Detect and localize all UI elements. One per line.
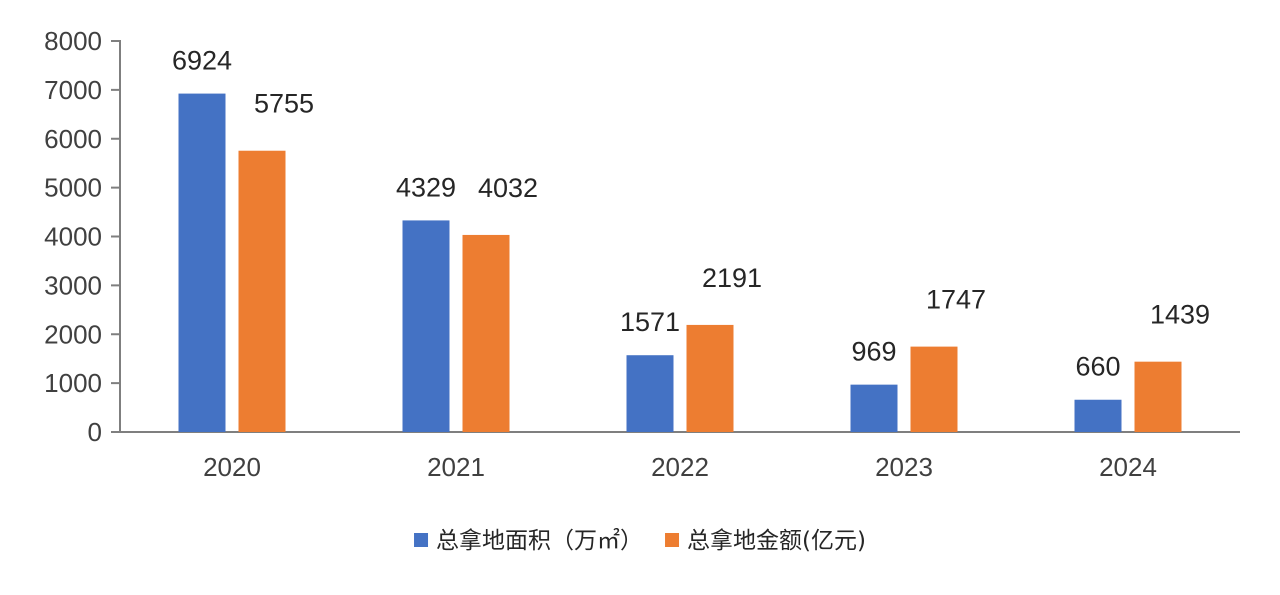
- data-labels: 6924 4329 1571 969 660 5755 4032 2191 1747 1439: [172, 46, 1210, 382]
- legend-label-1: 总拿地面积（万㎡）: [436, 527, 643, 554]
- data-label: 6924: [172, 46, 232, 76]
- bar-series-2: [910, 346, 958, 432]
- data-label: 969: [851, 337, 896, 367]
- bar-series-1: [1074, 399, 1122, 432]
- legend-label-2: 总拿地金额(亿元): [687, 527, 866, 554]
- bar-series-1: [626, 355, 674, 432]
- bars: [178, 93, 1182, 433]
- y-tick-label: 5000: [44, 173, 102, 203]
- bar-series-2: [238, 150, 286, 433]
- y-tick-label: 7000: [44, 75, 102, 105]
- legend-swatch-1: [414, 533, 429, 547]
- data-label: 4032: [478, 173, 538, 203]
- y-tick-label: 1000: [44, 368, 102, 398]
- data-label: 1439: [1150, 300, 1210, 330]
- x-tick-label: 2021: [427, 452, 485, 482]
- legend-swatch-2: [665, 533, 680, 547]
- bar-series-2: [1134, 361, 1182, 432]
- data-label: 2191: [702, 263, 762, 293]
- bar-series-1: [402, 220, 450, 432]
- data-label: 1747: [926, 285, 986, 315]
- bar-series-2: [462, 234, 510, 432]
- y-tick-label: 4000: [44, 222, 102, 252]
- x-tick-label: 2022: [651, 452, 709, 482]
- bar-series-1: [178, 93, 226, 432]
- data-label: 1571: [620, 307, 680, 337]
- x-tick-label: 2020: [203, 452, 261, 482]
- y-tick-label: 3000: [44, 270, 102, 300]
- y-tick-label: 8000: [44, 26, 102, 56]
- x-tick-label: 2023: [875, 452, 933, 482]
- y-tick-label: 2000: [44, 319, 102, 349]
- bar-series-1: [850, 384, 898, 432]
- data-label: 660: [1075, 352, 1120, 382]
- y-tick-label: 6000: [44, 124, 102, 154]
- legend: 总拿地面积（万㎡） 总拿地金额(亿元): [414, 527, 866, 554]
- x-tick-label: 2024: [1099, 452, 1157, 482]
- data-label: 5755: [254, 89, 314, 119]
- data-label: 4329: [396, 172, 456, 202]
- y-axis: 0 1000 2000 3000 4000 5000 6000 7000 8000: [44, 26, 121, 447]
- y-tick-label: 0: [88, 417, 102, 447]
- bar-series-2: [686, 324, 734, 432]
- x-axis: 2020 2021 2022 2023 2024: [120, 431, 1240, 482]
